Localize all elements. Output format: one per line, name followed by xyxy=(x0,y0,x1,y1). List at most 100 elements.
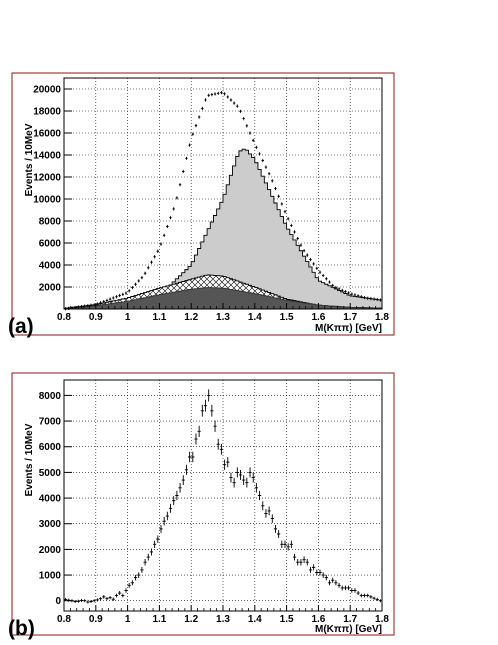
data-point xyxy=(229,472,233,483)
data-point xyxy=(378,599,383,603)
data-point xyxy=(289,540,293,548)
x-tick-label: 1.8 xyxy=(375,614,389,625)
data-point xyxy=(229,98,233,102)
data-point xyxy=(302,556,306,563)
data-point xyxy=(169,216,172,220)
data-point xyxy=(280,540,284,548)
y-tick-label: 8000 xyxy=(39,217,62,228)
data-point xyxy=(131,285,134,290)
data-point xyxy=(76,599,80,603)
data-point xyxy=(222,459,227,470)
x-tick-label: 1.8 xyxy=(375,312,389,323)
data-point xyxy=(239,109,242,113)
data-point xyxy=(331,283,334,287)
data-point xyxy=(299,243,303,247)
data-point xyxy=(220,91,223,95)
data-point xyxy=(290,223,293,227)
panel-b-ylabel: Events / 10MeV xyxy=(24,423,35,496)
y-tick-label: 0 xyxy=(55,596,61,607)
y-tick-label: 10000 xyxy=(33,195,61,206)
data-point xyxy=(238,469,243,480)
data-point xyxy=(197,115,201,119)
data-point xyxy=(89,599,93,604)
data-point xyxy=(267,506,271,516)
x-tick-label: 1.7 xyxy=(343,312,357,323)
data-point xyxy=(255,145,258,149)
data-point xyxy=(360,295,363,299)
data-point xyxy=(328,280,331,284)
data-point xyxy=(217,91,220,95)
data-point xyxy=(324,574,328,581)
y-tick-label: 1000 xyxy=(39,571,62,582)
data-point xyxy=(96,302,99,306)
x-tick-label: 1.1 xyxy=(152,312,166,323)
data-point xyxy=(73,599,77,604)
data-point xyxy=(232,101,236,105)
data-point xyxy=(140,276,144,280)
x-tick-label: 1.5 xyxy=(280,312,294,323)
data-point xyxy=(369,595,373,599)
data-point xyxy=(274,186,277,191)
data-point xyxy=(245,124,249,128)
data-point xyxy=(213,92,217,96)
data-point xyxy=(175,196,179,200)
data-point xyxy=(210,93,214,97)
data-point xyxy=(226,456,230,468)
data-point xyxy=(302,249,306,253)
y-tick-label: 2000 xyxy=(39,545,62,556)
data-point xyxy=(277,194,280,198)
data-point xyxy=(315,569,319,576)
data-point xyxy=(305,559,309,566)
data-point xyxy=(172,496,176,506)
x-tick-label: 1 xyxy=(125,614,131,625)
x-tick-label: 1.2 xyxy=(184,614,198,625)
data-point xyxy=(219,443,224,455)
x-tick-label: 1.6 xyxy=(311,614,325,625)
data-point xyxy=(321,273,325,278)
y-tick-label: 6000 xyxy=(39,442,62,453)
data-point xyxy=(372,297,376,301)
x-tick-label: 1.4 xyxy=(248,614,262,625)
y-tick-label: 4000 xyxy=(39,494,62,505)
data-point xyxy=(359,593,363,598)
data-point xyxy=(363,295,366,300)
data-point xyxy=(197,425,201,437)
data-point xyxy=(191,132,194,136)
data-point xyxy=(375,597,379,601)
data-point xyxy=(191,451,195,463)
y-tick-label: 18000 xyxy=(33,107,61,118)
data-point xyxy=(121,593,125,598)
x-tick-label: 1.4 xyxy=(248,312,262,323)
data-point xyxy=(254,483,258,493)
y-tick-label: 5000 xyxy=(39,468,62,479)
data-point xyxy=(347,291,350,295)
data-point xyxy=(356,294,360,298)
data-point xyxy=(264,509,268,518)
data-point xyxy=(118,293,121,298)
data-point xyxy=(309,257,312,262)
data-point xyxy=(89,303,93,307)
y-tick-label: 2000 xyxy=(39,283,62,294)
data-point xyxy=(350,292,353,296)
data-point xyxy=(162,516,166,526)
data-point xyxy=(93,303,96,307)
data-point xyxy=(92,599,96,603)
data-point xyxy=(162,233,166,237)
data-point xyxy=(140,566,144,573)
data-point xyxy=(223,92,226,96)
data-point xyxy=(130,580,134,586)
x-tick-label: 1.3 xyxy=(216,312,230,323)
y-tick-label: 4000 xyxy=(39,261,62,272)
data-point xyxy=(376,297,379,302)
x-tick-label: 1.3 xyxy=(216,614,230,625)
data-point xyxy=(175,490,179,501)
data-point xyxy=(271,179,274,183)
data-point xyxy=(124,291,128,295)
data-point xyxy=(248,131,252,135)
data-point xyxy=(83,304,86,308)
x-tick-label: 1.1 xyxy=(152,614,166,625)
panel-b-xlabel: M(Kππ) [GeV] xyxy=(315,624,382,635)
data-point xyxy=(147,266,150,270)
data-point xyxy=(115,295,118,299)
data-point xyxy=(127,289,131,293)
